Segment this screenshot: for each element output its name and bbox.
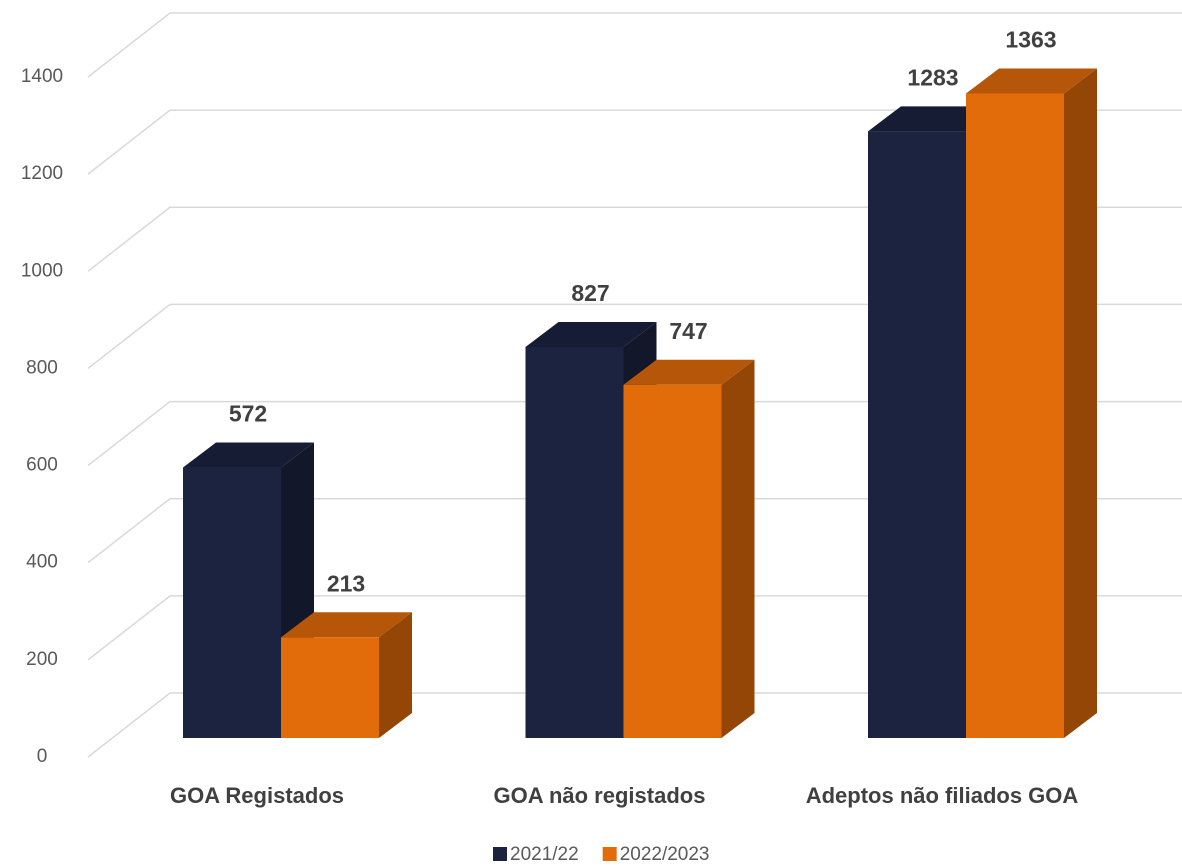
grid-line bbox=[87, 595, 1182, 661]
bar-top bbox=[966, 68, 1097, 94]
data-label: 1283 bbox=[907, 64, 958, 90]
grid-line bbox=[87, 692, 1182, 758]
bar-side bbox=[721, 359, 755, 738]
y-tick-label: 1400 bbox=[21, 66, 63, 87]
grid-line bbox=[87, 303, 1182, 370]
bar bbox=[623, 384, 722, 738]
y-tick-label: 800 bbox=[26, 357, 58, 378]
y-tick-label: 0 bbox=[37, 746, 48, 767]
grid-line bbox=[87, 12, 1182, 78]
data-label: 747 bbox=[669, 318, 707, 344]
x-tick-label: GOA Registados bbox=[170, 783, 344, 808]
legend-swatch bbox=[493, 847, 507, 861]
y-tick-label: 600 bbox=[26, 455, 58, 476]
bar-side bbox=[379, 612, 412, 738]
legend-label: 2022/2023 bbox=[620, 844, 710, 865]
x-tick-label: GOA não registados bbox=[494, 783, 706, 808]
y-tick-label: 400 bbox=[26, 552, 58, 573]
data-label: 827 bbox=[571, 280, 609, 306]
bar-side bbox=[1064, 68, 1097, 738]
data-label: 1363 bbox=[1005, 27, 1056, 53]
y-tick-label: 1000 bbox=[21, 260, 63, 281]
grid-line bbox=[87, 109, 1182, 175]
bar bbox=[183, 467, 281, 738]
bar-top bbox=[281, 612, 412, 638]
x-tick-label: Adeptos não filiados GOA bbox=[806, 783, 1079, 808]
grid-line bbox=[87, 497, 1182, 564]
bar bbox=[281, 637, 379, 738]
bar-top bbox=[623, 359, 755, 385]
bar bbox=[868, 131, 966, 738]
y-tick-label: 200 bbox=[26, 649, 58, 670]
data-label: 572 bbox=[229, 401, 267, 427]
legend-label: 2021/22 bbox=[510, 844, 579, 865]
grid-line bbox=[87, 400, 1182, 467]
data-label: 213 bbox=[327, 570, 365, 596]
grid-line bbox=[87, 206, 1182, 272]
legend-swatch bbox=[602, 847, 617, 861]
y-tick-label: 1200 bbox=[21, 163, 63, 184]
bar-top bbox=[525, 321, 657, 347]
bar-top bbox=[183, 442, 314, 468]
bar bbox=[966, 93, 1064, 738]
bar bbox=[525, 346, 624, 738]
